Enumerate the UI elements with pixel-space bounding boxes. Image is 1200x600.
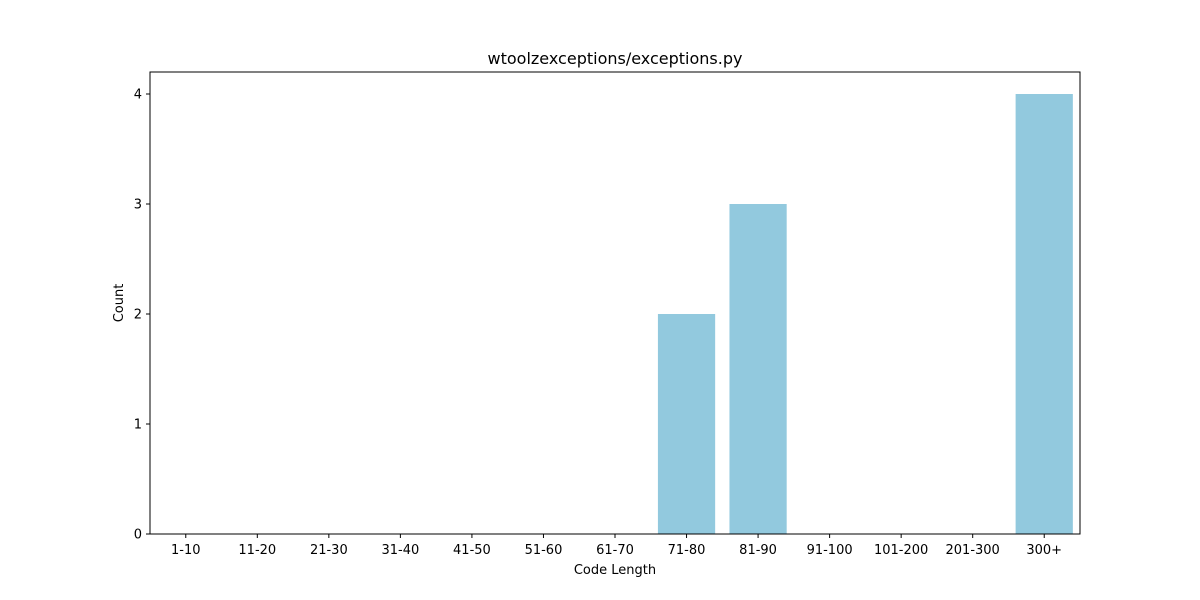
x-tick-label: 71-80 xyxy=(668,543,706,558)
bar-71-80 xyxy=(657,314,716,534)
x-axis-label: Code Length xyxy=(574,563,656,578)
x-tick-label: 81-90 xyxy=(739,543,777,558)
bars-group xyxy=(657,94,1073,534)
plot-frame xyxy=(149,71,1081,535)
x-tick-label: 300+ xyxy=(1026,543,1062,558)
x-tick-label: 101-200 xyxy=(874,543,928,558)
x-tick-label: 51-60 xyxy=(525,543,563,558)
y-axis-label: Count xyxy=(112,284,127,323)
x-tick-label: 21-30 xyxy=(310,543,348,558)
x-tick-label: 41-50 xyxy=(453,543,491,558)
y-tick-label: 4 xyxy=(134,88,142,103)
x-tick-label: 91-100 xyxy=(807,543,853,558)
x-tick-label: 31-40 xyxy=(381,543,419,558)
bar-81-90 xyxy=(729,204,787,534)
x-axis-ticks: 1-10 11-20 21-30 31-40 41-50 51-60 61-70 71-80 8… xyxy=(171,534,1062,558)
x-tick-label: 61-70 xyxy=(596,543,634,558)
x-tick-label: 11-20 xyxy=(238,543,276,558)
bar-300+ xyxy=(1015,94,1073,534)
chart-title: wtoolzexceptions/exceptions.py xyxy=(488,49,743,68)
y-tick-label: 3 xyxy=(134,198,142,213)
y-tick-label: 1 xyxy=(134,418,142,433)
x-tick-label: 1-10 xyxy=(171,543,201,558)
y-tick-label: 2 xyxy=(134,308,142,323)
y-axis-ticks: 0 1 2 3 4 xyxy=(134,88,150,543)
x-tick-label: 201-300 xyxy=(946,543,1000,558)
y-tick-label: 0 xyxy=(134,528,142,543)
